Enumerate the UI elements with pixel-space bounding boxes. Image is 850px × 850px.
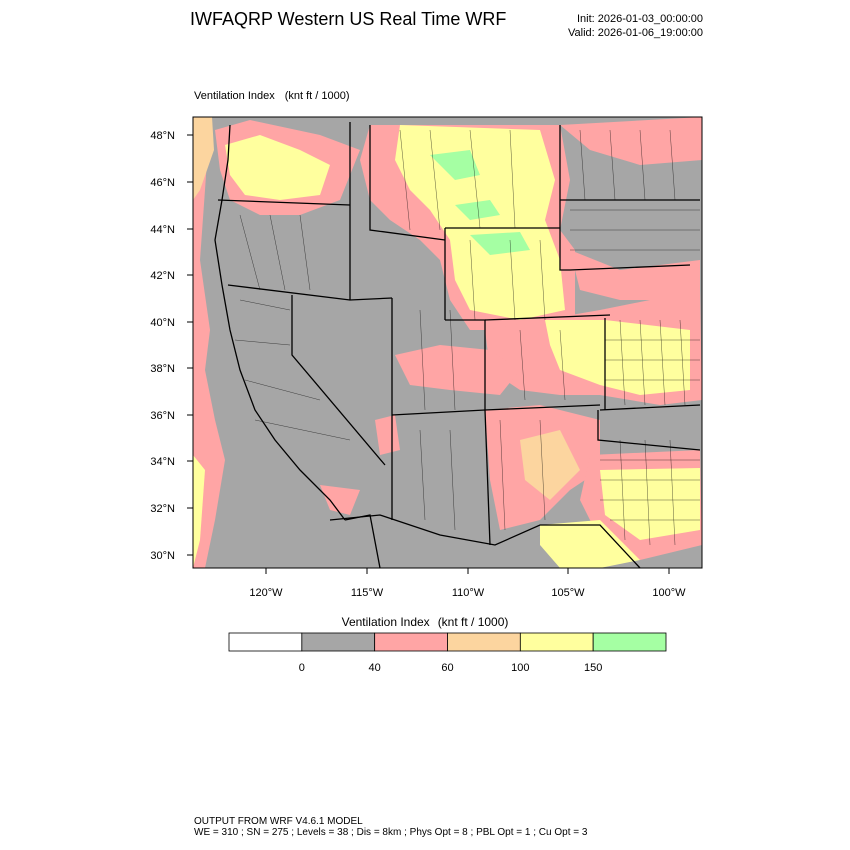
lat-label: 36°N — [150, 410, 175, 422]
wyoming-green-zone — [470, 232, 530, 255]
colorbar-units: (knt ft / 1000) — [437, 615, 509, 629]
colorbar-level-label: 150 — [584, 662, 602, 674]
footer-config-line: WE = 310 ; SN = 275 ; Levels = 38 ; Dis … — [194, 827, 588, 838]
footer-model-line: OUTPUT FROM WRF V4.6.1 MODEL — [194, 816, 363, 827]
valid-time: Valid: 2026-01-06_19:00:00 — [568, 27, 703, 39]
baja-coast — [344, 514, 381, 568]
lat-label: 40°N — [150, 317, 175, 329]
lon-ticks — [265, 568, 670, 574]
colorbar-level-label: 100 — [511, 662, 529, 674]
init-time: Init: 2026-01-03_00:00:00 — [577, 13, 703, 25]
montana-green-zone-2 — [455, 200, 500, 220]
lat-ticks — [187, 134, 193, 556]
texas-yellow-zone — [600, 468, 700, 540]
colorbar-level-label: 40 — [369, 662, 381, 674]
lon-label: 100°W — [652, 587, 686, 599]
mexico-yellow-zone — [540, 520, 640, 568]
colorbar-bin — [519, 632, 594, 652]
lat-label: 42°N — [150, 270, 175, 282]
lat-label: 34°N — [150, 456, 175, 468]
coastal-pink-zone — [193, 117, 225, 568]
colorbar-bin — [374, 632, 448, 652]
colorbar-bin — [447, 632, 521, 652]
lat-label: 32°N — [150, 503, 175, 515]
lat-label: 30°N — [150, 550, 175, 562]
nw-coast-orange-zone — [193, 117, 214, 200]
lon-label: 115°W — [351, 587, 384, 599]
sw-coast-yellow-zone — [193, 455, 205, 568]
map-field — [193, 117, 702, 568]
map-frame — [192, 116, 703, 569]
lon-label: 105°W — [551, 587, 585, 599]
colorbar-field-name: Ventilation Index — [341, 615, 430, 629]
lat-label: 38°N — [150, 363, 175, 375]
colorbar-bin — [228, 632, 303, 652]
ne-pink-zone — [560, 117, 702, 165]
northern-rockies-yellow-zone — [395, 125, 565, 320]
map-field-units: (knt ft / 1000) — [284, 90, 350, 102]
four-corners-pink-zone — [395, 345, 520, 395]
lat-label: 44°N — [150, 224, 175, 236]
plains-yellow-zone — [545, 320, 690, 395]
colorbar-level-label: 0 — [299, 662, 305, 674]
state-borders — [217, 122, 701, 568]
coastline — [214, 124, 346, 521]
lon-label: 120°W — [249, 587, 283, 599]
nebraska-pink-zone — [570, 250, 700, 300]
colorbar: 0 40 60 100 150 — [228, 632, 667, 674]
socal-pink-zone — [320, 485, 360, 515]
colorbar-bin — [301, 632, 376, 652]
map-field-name: Ventilation Index — [194, 90, 275, 102]
map-field-label: Ventilation Index (knt ft / 1000) — [194, 90, 350, 102]
new-mexico-orange-zone — [520, 430, 580, 500]
pnw-yellow-zone — [225, 135, 330, 200]
plot-title: IWFAQRP Western US Real Time WRF — [190, 9, 507, 29]
lat-label: 48°N — [150, 130, 175, 142]
colorbar-title: Ventilation Index (knt ft / 1000) — [0, 615, 850, 629]
lon-label: 110°W — [452, 587, 485, 599]
montana-green-zone — [430, 150, 480, 180]
lat-label: 46°N — [150, 177, 175, 189]
nevada-pink-zone — [375, 415, 400, 455]
colorbar-level-label: 60 — [441, 662, 453, 674]
county-lines — [234, 129, 700, 546]
colorbar-bin — [592, 632, 667, 652]
